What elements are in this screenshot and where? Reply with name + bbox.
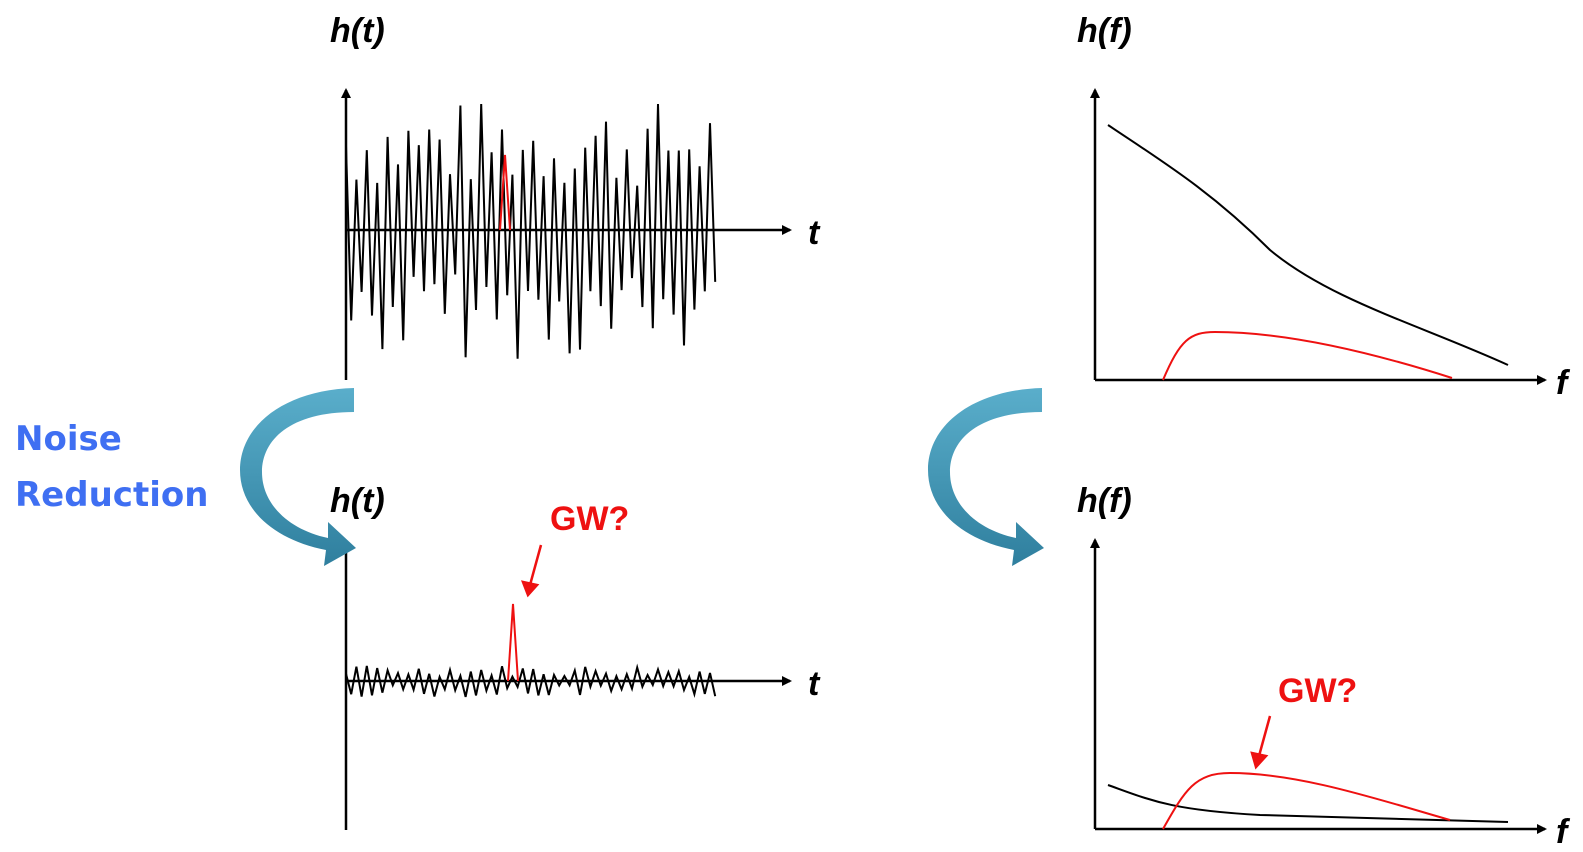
time-series — [345, 103, 717, 698]
x-axis-label: t — [808, 214, 821, 252]
axes — [341, 88, 1547, 834]
step-label: Reduction — [15, 475, 208, 515]
pointer-arrows — [521, 544, 1272, 770]
x-axis-label: f — [1556, 813, 1571, 851]
y-axis-label: h(t) — [330, 12, 385, 50]
y-axis-label: h(f) — [1077, 482, 1132, 520]
y-axis-label: h(t) — [330, 482, 385, 520]
annotation: GW? — [550, 500, 629, 538]
signal-line — [507, 603, 519, 682]
curved-arrows — [240, 388, 1044, 566]
signal-line — [499, 154, 511, 231]
spectra — [1107, 124, 1509, 830]
signal-line — [345, 103, 717, 359]
signal-line — [345, 663, 717, 698]
y-axis-label: h(f) — [1077, 12, 1132, 50]
x-axis-label: t — [808, 665, 821, 703]
annotation: GW? — [1278, 672, 1357, 710]
x-axis-label: f — [1556, 364, 1571, 402]
step-label: Noise — [15, 419, 122, 459]
